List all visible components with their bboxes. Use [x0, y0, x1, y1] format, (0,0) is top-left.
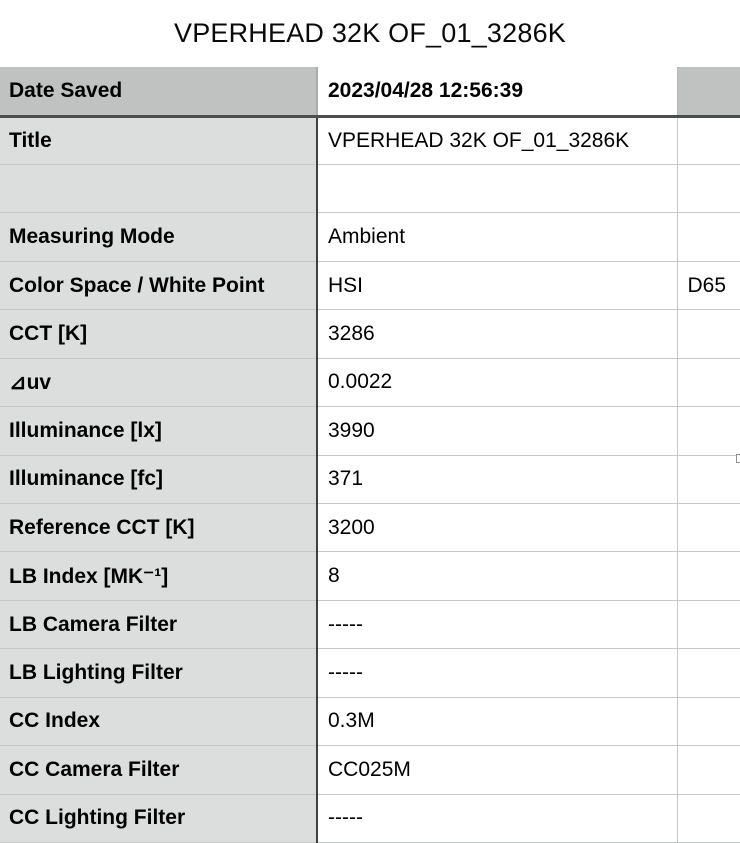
- row-value: 0.0022: [317, 358, 678, 408]
- table-row: [0, 164, 740, 214]
- row-label: LB Lighting Filter: [0, 648, 318, 698]
- row-value: Ambient: [317, 212, 678, 262]
- header-row-value: 2023/04/28 12:56:39: [317, 67, 678, 118]
- row-extra: [677, 212, 740, 262]
- row-label: CCT [K]: [0, 309, 318, 359]
- row-value: -----: [317, 648, 678, 698]
- row-extra: [677, 406, 740, 456]
- row-label: ⊿uv: [0, 358, 318, 408]
- row-extra: [677, 358, 740, 408]
- row-label: Title: [0, 116, 318, 165]
- row-label: Illuminance [lx]: [0, 406, 318, 456]
- table-row: CC Camera Filter CC025M: [0, 745, 740, 795]
- row-label: LB Index [MK⁻¹]: [0, 551, 318, 601]
- table-row: Color Space / White Point HSI D65: [0, 261, 740, 311]
- row-extra: [677, 551, 740, 601]
- table-row: Illuminance [lx] 3990: [0, 406, 740, 456]
- row-value: CC025M: [317, 745, 678, 795]
- row-value: -----: [317, 600, 678, 650]
- row-extra: [677, 600, 740, 650]
- row-value: 371: [317, 455, 678, 505]
- page-title: VPERHEAD 32K OF_01_3286K: [173, 18, 566, 48]
- row-label: Reference CCT [K]: [0, 503, 318, 553]
- table-row: Measuring Mode Ambient: [0, 212, 740, 262]
- row-label: Illuminance [fc]: [0, 455, 318, 505]
- table-row: CCT [K] 3286: [0, 309, 740, 359]
- table-row: LB Lighting Filter -----: [0, 648, 740, 698]
- row-label: CC Lighting Filter: [0, 794, 318, 843]
- row-value: 8: [317, 551, 678, 601]
- row-label: CC Camera Filter: [0, 745, 318, 795]
- row-label: Color Space / White Point: [0, 261, 318, 311]
- table-row: LB Camera Filter -----: [0, 600, 740, 650]
- table-row: ⊿uv 0.0022: [0, 358, 740, 408]
- measurement-table: Date Saved 2023/04/28 12:56:39 Title VPE…: [0, 67, 740, 843]
- row-value: [317, 164, 678, 214]
- row-value: 3286: [317, 309, 678, 359]
- table-header-row: Date Saved 2023/04/28 12:56:39: [0, 67, 740, 118]
- row-value: 0.3M: [317, 697, 678, 747]
- row-label: LB Camera Filter: [0, 600, 318, 650]
- table-row: Illuminance [fc] 371: [0, 455, 740, 505]
- table-row: CC Lighting Filter -----: [0, 794, 740, 843]
- row-extra: [677, 309, 740, 359]
- row-extra: [677, 648, 740, 698]
- table-row: Title VPERHEAD 32K OF_01_3286K: [0, 116, 740, 165]
- row-label: [0, 164, 318, 214]
- row-value: VPERHEAD 32K OF_01_3286K: [317, 116, 678, 165]
- table-row: CC Index 0.3M: [0, 697, 740, 747]
- header-row-label: Date Saved: [0, 67, 318, 118]
- report-table-body: Date Saved 2023/04/28 12:56:39 Title VPE…: [0, 67, 740, 843]
- header-row-extra: [677, 67, 740, 118]
- row-value: HSI: [317, 261, 678, 311]
- row-extra: [677, 745, 740, 795]
- row-extra: [677, 116, 740, 165]
- table-row: LB Index [MK⁻¹] 8: [0, 551, 740, 601]
- row-extra: [677, 455, 740, 505]
- row-extra: [677, 164, 740, 214]
- row-extra: [677, 503, 740, 553]
- row-extra: [677, 697, 740, 747]
- row-extra: D65: [677, 261, 740, 311]
- row-value: -----: [317, 794, 678, 843]
- row-value: 3990: [317, 406, 678, 456]
- stray-cursor-artifact: [736, 454, 740, 463]
- table-row: Reference CCT [K] 3200: [0, 503, 740, 553]
- row-label: Measuring Mode: [0, 212, 318, 262]
- row-value: 3200: [317, 503, 678, 553]
- row-extra: [677, 794, 740, 843]
- row-label: CC Index: [0, 697, 318, 747]
